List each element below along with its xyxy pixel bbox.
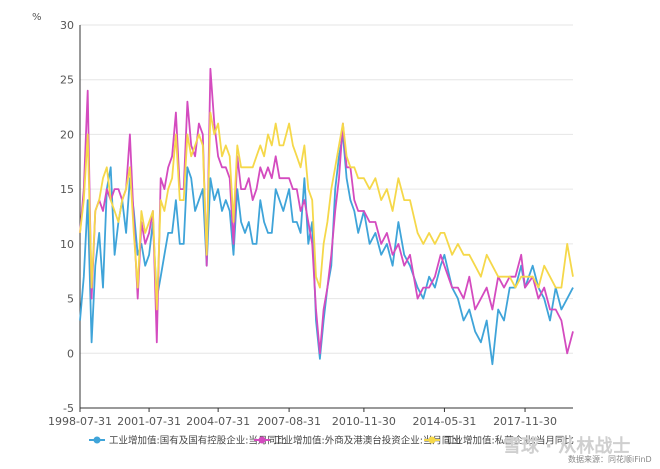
x-tick-label: 1998-07-31: [48, 415, 112, 428]
x-tick-label: 2010-11-30: [332, 415, 396, 428]
watermark-source: 数据来源：同花顺iFinD: [568, 454, 652, 464]
series-lines: [79, 67, 574, 366]
legend-swatch-dot: [93, 436, 101, 444]
x-axis-tick-labels: 1998-07-31 2001-07-31 2004-07-31 2007-08-31…: [48, 408, 557, 428]
x-tick-label: 2001-07-31: [117, 415, 181, 428]
x-tick-label: 2014-05-31: [412, 415, 476, 428]
series-line-private: [79, 111, 574, 311]
y-axis-unit-label: %: [32, 12, 42, 23]
legend-label: 工业增加值:私营企业:当月同比: [444, 435, 574, 447]
legend-swatch-dot: [428, 436, 436, 444]
watermark-brand: 雪球 · 从林战士: [503, 435, 630, 457]
y-tick-label: 15: [60, 183, 74, 196]
y-tick-label: 10: [60, 238, 74, 251]
y-tick-label: 20: [60, 128, 74, 141]
y-tick-label: 25: [60, 74, 74, 87]
x-tick-label: 2004-07-31: [186, 415, 250, 428]
y-tick-label: 5: [67, 293, 74, 306]
watermark: 雪球 · 从林战士 数据来源：同花顺iFinD: [503, 435, 652, 464]
y-tick-label: 30: [60, 19, 74, 32]
series-line-state_owned: [79, 133, 574, 366]
y-tick-label: -5: [63, 402, 74, 415]
series-line-foreign: [79, 67, 574, 355]
legend-label: 工业增加值:国有及国有控股企业:当月同比: [109, 435, 286, 447]
y-axis-tick-labels: -5 0 5 10 15 20 25 30: [60, 19, 74, 415]
x-tick-label: 2007-08-31: [257, 415, 321, 428]
x-tick-label: 2017-11-30: [493, 415, 557, 428]
legend: 工业增加值:国有及国有控股企业:当月同比工业增加值:外商及港澳台投资企业:当月同…: [89, 435, 574, 447]
legend-label: 工业增加值:外商及港澳台投资企业:当月同比: [274, 435, 461, 447]
y-tick-label: 0: [67, 347, 74, 360]
legend-swatch-dot: [258, 436, 266, 444]
